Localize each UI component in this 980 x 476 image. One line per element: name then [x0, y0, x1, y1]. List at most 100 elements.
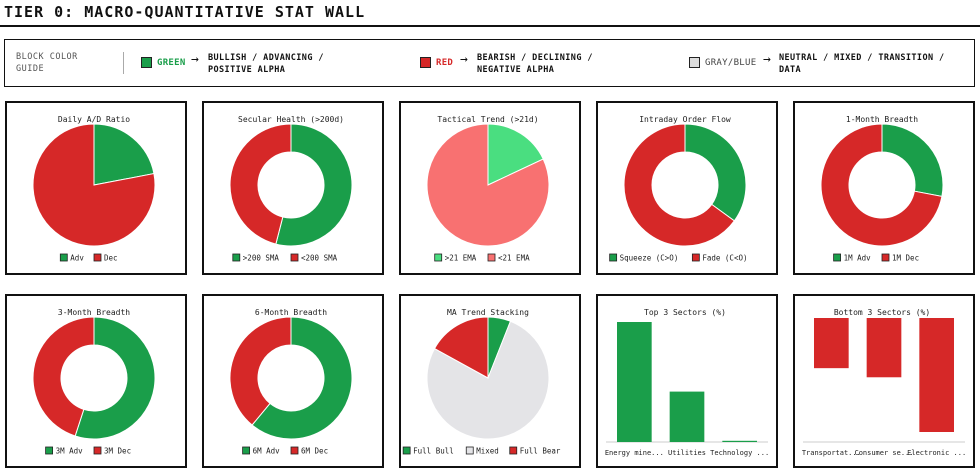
pie-slice-6m-adv [251, 316, 353, 440]
chart-legend: Adv Dec [59, 253, 118, 263]
chart-one-month-breadth: 1-Month Breadth 1M Adv 1M Dec [820, 115, 944, 263]
chart-legend: Squeeze (C>O) Fade (C<O) [609, 253, 748, 263]
chart-title: Daily A/D Ratio [58, 115, 130, 124]
pie-slice-6m-dec [229, 316, 292, 426]
arrow-icon: → [763, 52, 771, 67]
chart-title: Intraday Order Flow [639, 115, 731, 124]
bar-energy-mine [617, 322, 652, 442]
x-tick-label: Transportat... [802, 449, 861, 457]
legend-label: Full Bull [413, 447, 454, 456]
pie-slice-dec [32, 123, 156, 247]
legend-red-desc: BEARISH / DECLINING / NEGATIVE ALPHA [477, 53, 593, 75]
panel-one-month-breadth: 1-Month Breadth 1M Adv 1M Dec [793, 101, 975, 275]
legend-label: Adv [70, 254, 84, 263]
pie-slice-21-ema [487, 123, 544, 186]
block-color-guide: BLOCK COLOR GUIDE GREEN → BULLISH / ADVA… [4, 39, 975, 87]
chart-three-month-breadth: 3-Month Breadth 3M Adv 3M Dec [32, 308, 156, 456]
bar-technology [722, 440, 757, 442]
legend-swatch [242, 446, 250, 455]
x-tick-label: Electronic ... [907, 449, 966, 457]
chart-daily-ad-ratio: Daily A/D Ratio Adv Dec [32, 115, 156, 263]
legend-swatch [609, 253, 618, 262]
chart-legend: 6M Adv 6M Dec [242, 446, 328, 456]
legend-green-label: GREEN [157, 57, 186, 68]
legend-label: Dec [104, 254, 118, 263]
legend-swatch [833, 253, 841, 262]
pie-slice-1m-adv [881, 123, 944, 198]
bar-consumer-se [866, 318, 902, 378]
panel-ma-trend-stacking: MA Trend Stacking Full Bull Mixed Full Bear [399, 294, 581, 468]
panel-daily-ad-ratio: Daily A/D Ratio Adv Dec [5, 101, 187, 275]
legend-label: 3M Dec [104, 447, 131, 456]
legend-label: 6M Dec [301, 447, 328, 456]
chart-top-3-sectors: Top 3 Sectors (%) Energy mine... Utilities… [605, 308, 769, 457]
legend-label: 3M Adv [56, 447, 84, 456]
pie-slice-3m-adv [74, 316, 156, 440]
chart-secular-health: Secular Health (>200d) >200 SMA <200 SMA [229, 115, 353, 263]
pie-slice-3m-dec [32, 316, 95, 437]
legend-red-label: RED [436, 57, 454, 68]
legend-swatch [881, 253, 890, 262]
legend-label: <21 EMA [498, 254, 530, 263]
legend-swatch [402, 446, 411, 455]
chart-title: Top 3 Sectors (%) [644, 308, 726, 317]
pie-slice-mixed [426, 320, 550, 440]
panel-secular-health: Secular Health (>200d) >200 SMA <200 SMA [202, 101, 384, 275]
gray-swatch [689, 57, 700, 68]
panel-intraday-order-flow: Intraday Order Flow Squeeze (C>O) Fade (C<… [596, 101, 778, 275]
legend-item-green: GREEN [141, 57, 186, 68]
pie-slice-21-ema [426, 123, 550, 247]
legend-swatch [509, 446, 518, 455]
legend-item-red: RED [420, 57, 453, 68]
legend-swatch [290, 253, 299, 262]
legend-swatch [434, 253, 443, 262]
pie-slice-200-sma [229, 123, 292, 245]
legend-label: 6M Adv [253, 447, 281, 456]
red-swatch [420, 57, 431, 68]
pie-slice-adv [93, 123, 155, 186]
bar-electronic [919, 318, 954, 432]
legend-swatch [290, 446, 299, 455]
chart-title: Bottom 3 Sectors (%) [834, 308, 930, 317]
x-tick-label: Utilities [668, 449, 706, 457]
legend-swatch [465, 446, 474, 455]
guide-divider [123, 52, 124, 74]
chart-six-month-breadth: 6-Month Breadth 6M Adv 6M Dec [229, 308, 353, 456]
chart-legend: 1M Adv 1M Dec [833, 253, 919, 263]
legend-label: Full Bear [520, 447, 561, 456]
legend-label: 1M Dec [892, 254, 919, 263]
x-tick-label: Consumer se... [854, 449, 913, 457]
chart-tactical-trend: Tactical Trend (>21d) >21 EMA <21 EMA [426, 115, 550, 263]
legend-swatch [59, 253, 68, 262]
legend-label: <200 SMA [301, 254, 338, 263]
chart-title: 6-Month Breadth [255, 308, 327, 317]
x-tick-label: Technology ... [710, 449, 769, 457]
panel-top-3-sectors: Top 3 Sectors (%) Energy mine... Utilities… [596, 294, 778, 468]
pie-slice-squeeze-c-o [684, 123, 747, 222]
pie-slice-200-sma [275, 123, 353, 247]
chart-title: 1-Month Breadth [846, 115, 918, 124]
legend-swatch [93, 446, 102, 455]
page-title: TIER 0: MACRO-QUANTITATIVE STAT WALL [4, 3, 366, 21]
legend-swatch [232, 253, 241, 262]
legend-swatch [45, 446, 53, 455]
pie-slice-full-bear [433, 316, 489, 379]
title-underline [0, 25, 980, 27]
legend-label: Mixed [476, 447, 499, 456]
chart-title: MA Trend Stacking [447, 308, 529, 317]
panel-six-month-breadth: 6-Month Breadth 6M Adv 6M Dec [202, 294, 384, 468]
legend-label: >21 EMA [445, 254, 477, 263]
chart-intraday-order-flow: Intraday Order Flow Squeeze (C>O) Fade (C<… [609, 115, 748, 263]
x-tick-label: Energy mine... [605, 449, 664, 457]
chart-legend: Full Bull Mixed Full Bear [402, 446, 561, 456]
pie-slice-fade-c-o [623, 123, 736, 247]
green-swatch [141, 57, 152, 68]
pie-slice-1m-dec [820, 123, 943, 247]
legend-gray-label: GRAY/BLUE [705, 57, 757, 68]
guide-label: BLOCK COLOR GUIDE [16, 52, 78, 74]
chart-legend: 3M Adv 3M Dec [45, 446, 131, 456]
legend-label: Fade (C<O) [702, 254, 747, 263]
panel-bottom-3-sectors: Bottom 3 Sectors (%) Transportat... Consum… [793, 294, 975, 468]
legend-swatch [691, 253, 700, 262]
legend-label: 1M Adv [844, 254, 872, 263]
